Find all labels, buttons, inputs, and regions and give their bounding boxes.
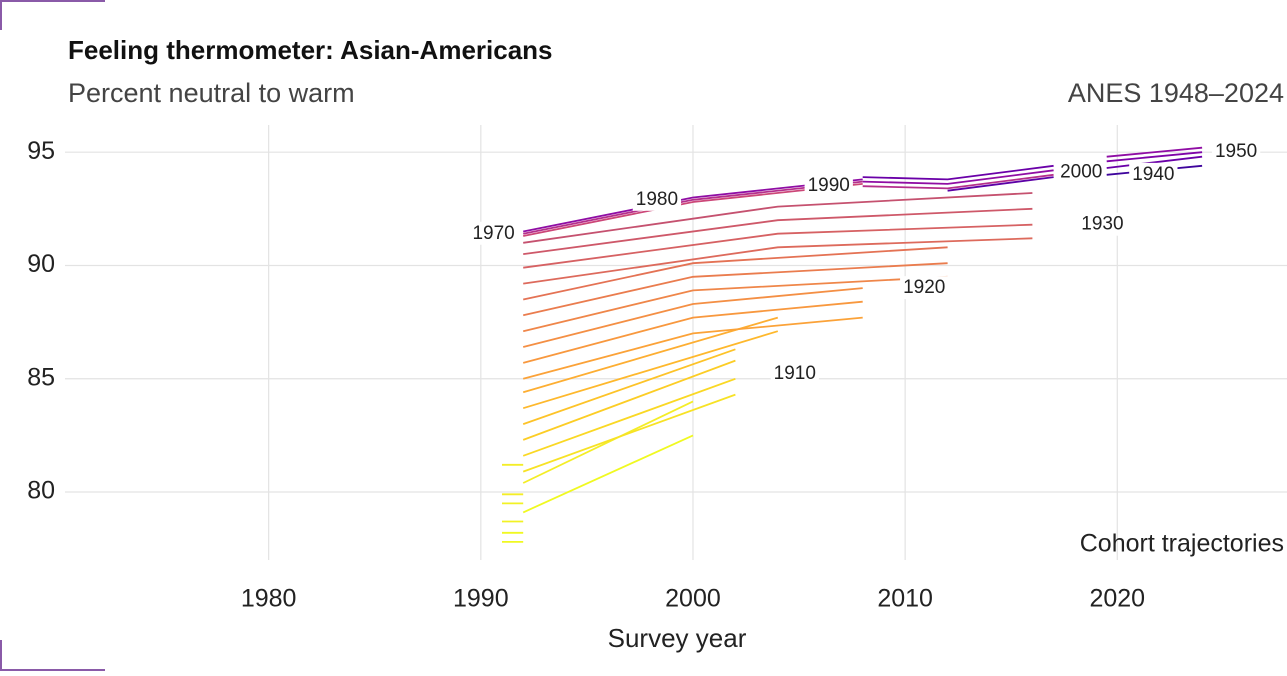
cohort-label: 1990 — [808, 175, 850, 196]
label-background — [469, 221, 518, 245]
cohort-label: 1980 — [636, 189, 678, 210]
cohort-line — [523, 207, 1033, 255]
x-tick-label: 2020 — [1089, 585, 1145, 613]
cohort-label: 2000 — [1060, 162, 1102, 183]
label-background — [1057, 160, 1106, 184]
cohort-line — [522, 287, 863, 348]
lines — [502, 146, 1203, 543]
cohort-line — [522, 330, 779, 410]
cohort-line — [1106, 155, 1203, 169]
cohort-label: 1950 — [1215, 141, 1257, 162]
chart-title: Feeling thermometer: Asian-Americans — [68, 35, 553, 65]
y-tick-label: 80 — [27, 477, 55, 505]
source: ANES 1948–2024 — [1068, 78, 1284, 108]
cohort-line — [522, 275, 948, 333]
caption: Cohort trajectories — [1080, 530, 1284, 558]
cohort-line — [522, 316, 863, 380]
label-background — [900, 276, 949, 300]
cohort-line — [862, 164, 1054, 181]
cohort-line — [522, 300, 863, 364]
cohort-line — [862, 173, 1054, 190]
cohort-label: 1970 — [472, 223, 514, 244]
y-tick-label: 85 — [27, 363, 55, 391]
cohort-line — [1106, 146, 1203, 158]
label-background — [632, 187, 682, 211]
x-tick-label: 2000 — [665, 585, 721, 613]
label-background — [1129, 162, 1178, 186]
cohort-label: 1940 — [1132, 164, 1174, 185]
cohort-line — [947, 176, 1054, 192]
cohort-line — [862, 169, 1054, 185]
label-background — [770, 362, 819, 386]
label-background — [1078, 212, 1127, 236]
cohort-line — [522, 400, 694, 484]
cohort-label: 1910 — [774, 363, 816, 384]
x-axis-label: Survey year — [608, 623, 747, 653]
cohort-label: 1920 — [903, 277, 945, 298]
y-tick-label: 95 — [27, 137, 55, 165]
cohort-line — [523, 192, 1033, 244]
x-tick-label: 1980 — [241, 585, 297, 613]
y-tick-label: 90 — [27, 250, 55, 278]
cohort-line — [523, 237, 1033, 285]
annotations: 1970 1980 1990 2000 1940 1950 1930 1920 1910 — [469, 140, 1261, 386]
cohort-line — [522, 377, 736, 457]
cohort-line — [522, 359, 736, 441]
grid — [65, 125, 1287, 560]
cohort-line — [1106, 151, 1203, 163]
cohort-line — [522, 434, 694, 514]
chart-subtitle: Percent neutral to warm — [68, 78, 355, 108]
label-background — [1211, 140, 1261, 164]
cohort-label: 1930 — [1081, 214, 1123, 235]
cohort-line — [523, 223, 1033, 269]
label-background — [804, 174, 853, 198]
x-tick-label: 2010 — [877, 585, 933, 613]
x-tick-label: 1990 — [453, 585, 509, 613]
cohort-line — [522, 393, 736, 473]
cohort-line — [523, 246, 948, 301]
corner-mark — [0, 0, 105, 671]
cohort-line — [522, 348, 736, 425]
cohort-line — [523, 262, 948, 317]
